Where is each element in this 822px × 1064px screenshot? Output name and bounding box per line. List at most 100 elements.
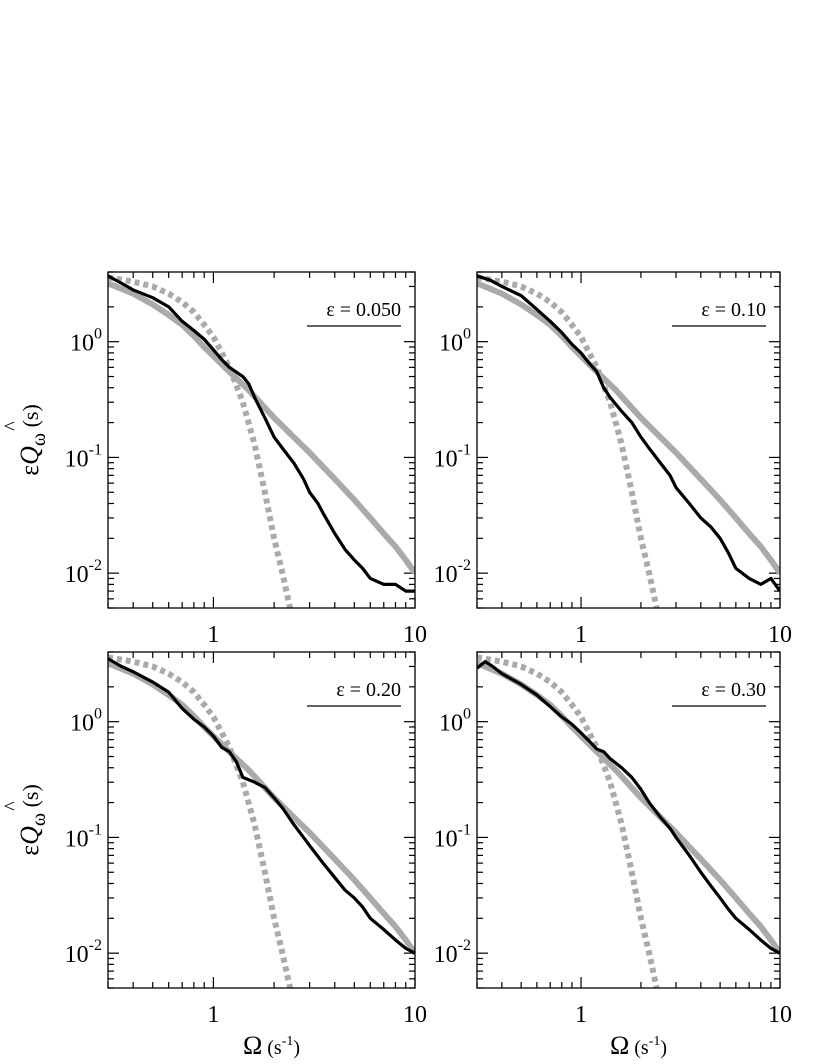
y-tick-base: 10 [70,331,94,357]
x-axis-unit: (s [629,1037,649,1059]
y-tick-base: 10 [65,446,89,472]
y-axis-subscript: ω [28,433,50,446]
y-tick-base: 10 [434,826,458,852]
y-tick-exponent: -1 [458,441,471,458]
series-grey-solid [477,280,780,575]
series-black-solid [108,274,415,593]
x-tick-label: 10 [768,1002,792,1028]
plot-frame [476,651,781,989]
series-grey-solid [477,660,780,955]
series-grey-solid [108,280,415,575]
y-tick-label: 10-1 [65,441,102,472]
x-tick-label: 10 [403,1002,427,1028]
y-tick-base: 10 [439,331,463,357]
curves [108,274,415,608]
y-axis-q-symbol: Q [15,826,44,845]
y-tick-base: 10 [434,446,458,472]
series-black-solid [108,657,415,955]
series-grey-solid [108,660,415,955]
y-tick-base: 10 [70,711,94,737]
series-grey-dotted [477,274,660,608]
y-tick-label: 10-2 [434,557,471,588]
y-tick-exponent: 0 [463,326,471,343]
x-axis-title: Ω (s-1) [243,1031,300,1060]
y-tick-exponent: 0 [463,706,471,723]
series-grey-dotted [108,654,293,988]
y-tick-base: 10 [434,562,458,588]
curves [108,654,415,988]
y-tick-exponent: -2 [458,557,471,574]
x-axis-unit-exponent: -1 [282,1034,294,1049]
y-axis-q-symbol: Q [15,446,44,465]
y-axis-hat: ^ [1,421,23,431]
x-axis-title: Ω (s-1) [610,1031,667,1060]
x-axis-omega: Ω [243,1031,262,1060]
y-tick-exponent: -2 [89,937,102,954]
y-axis-subscript: ω [28,813,50,826]
y-tick-label: 10-1 [434,821,471,852]
y-tick-label: 10-2 [65,937,102,968]
curves [477,654,780,988]
y-tick-base: 10 [65,826,89,852]
x-tick-label: 10 [768,622,792,648]
minor-ticks [107,651,415,989]
epsilon-annotation: ε = 0.20 [336,679,401,701]
y-tick-exponent: -2 [89,557,102,574]
series-black-solid [477,274,780,593]
plot-frame [107,271,416,609]
epsilon-annotation: ε = 0.10 [701,299,766,321]
x-tick-label: 10 [403,622,427,648]
y-tick-label: 100 [70,326,102,357]
x-axis-omega: Ω [610,1031,629,1060]
y-tick-base: 10 [65,942,89,968]
y-tick-label: 10-1 [434,441,471,472]
y-axis-title: εQω (s) [15,404,50,476]
y-tick-exponent: -1 [89,821,102,838]
y-axis-unit: (s) [18,784,43,813]
y-axis-hat: ^ [1,801,23,811]
y-axis-title: εQω (s) [15,784,50,856]
y-tick-base: 10 [434,942,458,968]
series-black-solid [477,660,780,955]
y-tick-exponent: -1 [458,821,471,838]
x-axis-unit-close: ) [293,1037,300,1059]
y-tick-label: 100 [70,706,102,737]
y-tick-label: 100 [439,326,471,357]
y-tick-label: 100 [439,706,471,737]
x-axis-unit-close: ) [660,1037,667,1059]
minor-ticks [107,271,415,609]
y-tick-base: 10 [65,562,89,588]
y-tick-label: 10-2 [65,557,102,588]
x-axis-unit: (s [262,1037,282,1059]
epsilon-annotation: ε = 0.050 [326,299,401,321]
x-tick-label: 1 [575,622,587,648]
minor-ticks [476,271,780,609]
y-tick-exponent: -2 [458,937,471,954]
x-tick-label: 1 [207,1002,219,1028]
y-tick-exponent: -1 [89,441,102,458]
y-axis-unit: (s) [18,404,43,433]
plot-frame [107,651,416,989]
x-axis-unit-exponent: -1 [649,1034,661,1049]
series-grey-dotted [477,654,660,988]
epsilon-annotation: ε = 0.30 [701,679,766,701]
y-tick-label: 10-2 [434,937,471,968]
y-tick-label: 10-1 [65,821,102,852]
series-grey-dotted [108,274,293,608]
curves [477,274,780,608]
y-tick-exponent: 0 [94,706,102,723]
y-tick-base: 10 [439,711,463,737]
y-tick-exponent: 0 [94,326,102,343]
y-axis-epsilon: ε [15,465,44,476]
x-tick-label: 1 [575,1002,587,1028]
minor-ticks [476,651,780,989]
x-tick-label: 1 [207,622,219,648]
y-axis-epsilon: ε [15,845,44,856]
plot-frame [476,271,781,609]
